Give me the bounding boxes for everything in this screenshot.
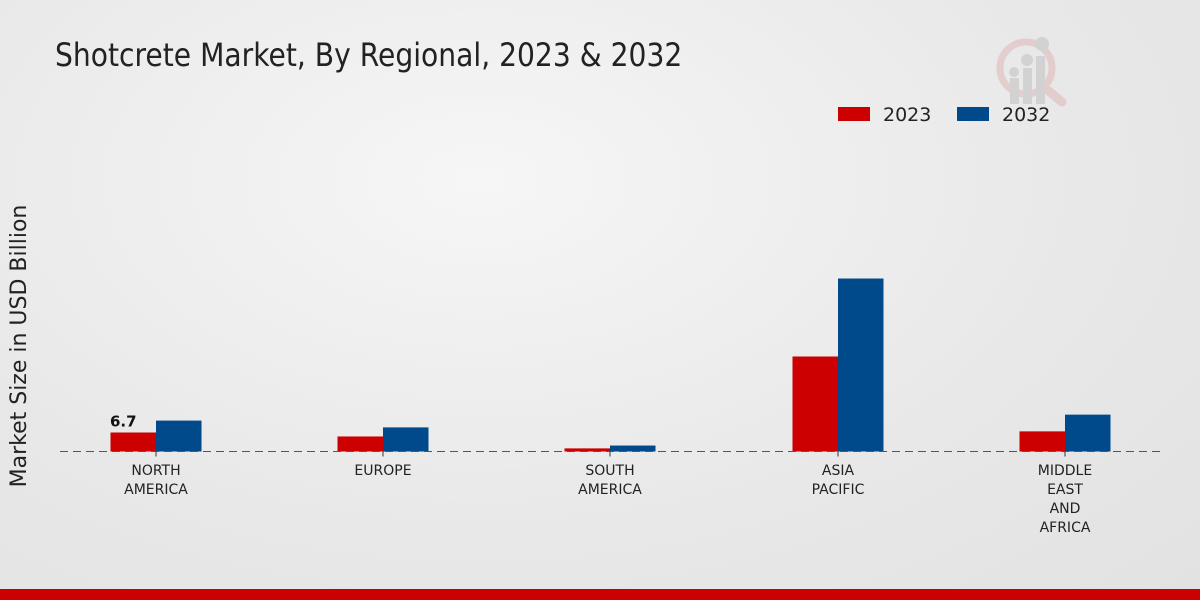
legend-swatch-2023 [838,107,870,121]
bar-2023-3 [792,356,838,452]
bar-2032-0 [156,420,202,452]
chart-title: Shotcrete Market, By Regional, 2023 & 20… [55,36,683,74]
legend-swatch-2032 [957,107,989,121]
legend-label-2023: 2023 [883,104,931,126]
x-tick-label: SOUTH AMERICA [578,463,642,498]
x-tick-label: MIDDLE EAST AND AFRICA [1038,463,1092,536]
bar-2032-4 [1065,414,1111,452]
bar-2023-1 [337,436,383,452]
x-tick-label: EUROPE [354,463,411,479]
bar-2023-2 [564,448,610,452]
data-label: 6.7 [110,413,137,431]
y-axis-label: Market Size in USD Billion [7,205,32,488]
bar-2032-1 [383,427,429,452]
footer-bar [0,589,1200,600]
bar-2032-2 [610,445,656,452]
x-tick-label: ASIA PACIFIC [812,463,865,498]
x-tick-label: NORTH AMERICA [124,463,188,498]
legend-label-2032: 2032 [1002,104,1050,126]
bar-2023-4 [1019,431,1065,452]
bar-2023-0 [110,432,156,452]
bar-2032-3 [838,278,884,452]
legend: 2023 2032 [838,104,1050,126]
watermark-logo [996,37,1067,107]
